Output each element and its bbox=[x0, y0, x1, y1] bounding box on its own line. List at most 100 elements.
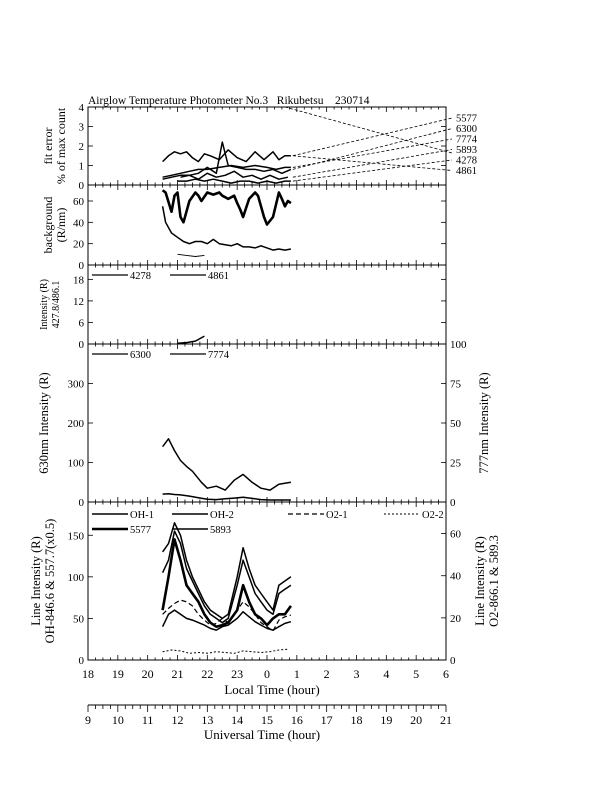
legend-label-5893: 5893 bbox=[210, 525, 231, 536]
y-right-tick-label: 0 bbox=[450, 655, 456, 667]
local-time-tick-label: 2 bbox=[324, 667, 330, 681]
legend-label-6300: 6300 bbox=[456, 124, 477, 135]
y-tick-label: 4 bbox=[79, 102, 85, 114]
legend-leader bbox=[292, 138, 453, 168]
y-tick-label: 1 bbox=[79, 161, 85, 173]
universal-time-tick-label: 9 bbox=[85, 713, 91, 727]
y-axis-label: 427.8/486.1 bbox=[51, 281, 62, 329]
series-6300-line bbox=[162, 141, 292, 180]
local-time-tick-label: 23 bbox=[231, 667, 243, 681]
legend-label-5577: 5577 bbox=[130, 525, 151, 536]
universal-time-tick-label: 10 bbox=[112, 713, 124, 727]
legend-label-7774: 7774 bbox=[208, 350, 230, 361]
legend-label-5893: 5893 bbox=[456, 145, 477, 156]
legend-leader bbox=[292, 155, 453, 171]
series-6300-line bbox=[161, 438, 292, 491]
legend-label-4861: 4861 bbox=[456, 166, 477, 177]
y-right-tick-label: 0 bbox=[450, 497, 456, 509]
y-tick-label: 50 bbox=[73, 613, 85, 625]
y-tick-label: 18 bbox=[73, 274, 85, 286]
y-axis-label: Intensity (R) bbox=[39, 279, 50, 330]
local-time-tick-label: 20 bbox=[142, 667, 154, 681]
y-tick-label: 100 bbox=[68, 458, 85, 470]
panel-intensity_630_777: 0 100 200 300 0 25 50 75 100 630nm Intensity (R) 7… bbox=[37, 339, 491, 509]
y-right-tick-label: 75 bbox=[450, 379, 462, 391]
y-axis-label-right: 777nm Intensity (R) bbox=[477, 372, 491, 473]
legend: 4278 4861 bbox=[92, 271, 229, 282]
universal-time-tick-label: 15 bbox=[261, 713, 273, 727]
y-tick-label: 2 bbox=[79, 141, 85, 153]
series-7774-line bbox=[162, 164, 291, 178]
series-bottom-line bbox=[177, 253, 205, 257]
y-right-tick-label: 25 bbox=[450, 458, 462, 470]
local-time-tick-label: 0 bbox=[264, 667, 270, 681]
y-axis-label: fit error bbox=[41, 128, 55, 165]
panel-frame bbox=[87, 343, 447, 503]
y-right-tick-label: 60 bbox=[450, 529, 462, 541]
legend-leader bbox=[292, 117, 453, 157]
y-tick-label: 300 bbox=[68, 379, 85, 391]
legend-label-6300: 6300 bbox=[130, 350, 151, 361]
universal-time-tick-label: 16 bbox=[291, 713, 303, 727]
universal-time-tick-label: 12 bbox=[172, 713, 184, 727]
y-tick-label: 0 bbox=[79, 180, 85, 192]
panel-fit_error: 0 1 2 3 4 fit error% of max count 557763007774… bbox=[41, 102, 478, 192]
y-axis-label-left: 630nm Intensity (R) bbox=[37, 372, 51, 473]
y-tick-label: 20 bbox=[73, 239, 85, 251]
legend-label-oh-1: OH-1 bbox=[130, 510, 154, 521]
legend: 6300 7774 bbox=[92, 350, 230, 361]
y-right-tick-label: 20 bbox=[450, 613, 462, 625]
y-right-tick-label: 50 bbox=[450, 418, 462, 430]
y-axis-label-left: OH-846.6 & 557.7(x0.5) bbox=[43, 519, 57, 644]
y-tick-label: 0 bbox=[79, 655, 85, 667]
y-axis-label: (R/nm) bbox=[54, 208, 68, 243]
y-tick-label: 12 bbox=[73, 296, 84, 308]
universal-time-tick-label: 11 bbox=[142, 713, 154, 727]
legend-label-4278: 4278 bbox=[456, 156, 477, 167]
figure-title: Airglow Temperature Photometer No.3 Riku… bbox=[88, 95, 370, 107]
local-time-tick-label: 22 bbox=[201, 667, 213, 681]
y-axis-label-right: Line Intensity (R) bbox=[473, 536, 487, 626]
legend-leader bbox=[284, 106, 453, 154]
universal-time-tick-label: 20 bbox=[410, 713, 422, 727]
y-tick-label: 40 bbox=[73, 217, 85, 229]
y-tick-label: 0 bbox=[79, 260, 85, 272]
legend-leader bbox=[292, 149, 453, 178]
series-5577-line bbox=[161, 538, 292, 629]
legend-label-oh-2: OH-2 bbox=[210, 510, 234, 521]
panel-background: 0 20 40 60 background (R/nm) bbox=[41, 184, 447, 272]
universal-time-tick-label: 13 bbox=[201, 713, 213, 727]
legend-label-7774: 7774 bbox=[456, 135, 478, 146]
legend-label-4861: 4861 bbox=[208, 271, 229, 282]
universal-time-tick-label: 18 bbox=[351, 713, 363, 727]
y-axis-label-left: Line Intensity (R) bbox=[29, 536, 43, 626]
local-time-axis-label: Local Time (hour) bbox=[224, 682, 319, 697]
local-time-tick-label: 4 bbox=[383, 667, 389, 681]
y-axis-label: % of max count bbox=[54, 107, 68, 184]
y-right-tick-label: 100 bbox=[450, 339, 467, 351]
universal-time-axis-label: Universal Time (hour) bbox=[204, 727, 320, 742]
local-time-tick-label: 5 bbox=[413, 667, 419, 681]
universal-time-tick-label: 21 bbox=[440, 713, 452, 727]
local-time-tick-label: 21 bbox=[172, 667, 184, 681]
series-4278-line bbox=[177, 335, 205, 345]
series-lower-line bbox=[161, 206, 292, 251]
legend: OH-1 OH-2 O2-1 O2-2 5577 5893 bbox=[92, 510, 444, 536]
y-tick-label: 3 bbox=[79, 122, 85, 134]
local-time-tick-label: 6 bbox=[443, 667, 449, 681]
series-upper-line bbox=[161, 189, 292, 226]
legend-leader bbox=[292, 159, 453, 182]
y-tick-label: 0 bbox=[79, 497, 85, 509]
y-tick-label: 150 bbox=[68, 530, 85, 542]
y-tick-label: 6 bbox=[79, 317, 85, 329]
y-tick-label: 0 bbox=[79, 339, 85, 351]
local-time-tick-label: 3 bbox=[354, 667, 360, 681]
series-7774-line bbox=[162, 492, 291, 501]
legend-label-4278: 4278 bbox=[130, 271, 151, 282]
local-time-tick-label: 18 bbox=[82, 667, 94, 681]
panel-frame bbox=[87, 106, 447, 186]
